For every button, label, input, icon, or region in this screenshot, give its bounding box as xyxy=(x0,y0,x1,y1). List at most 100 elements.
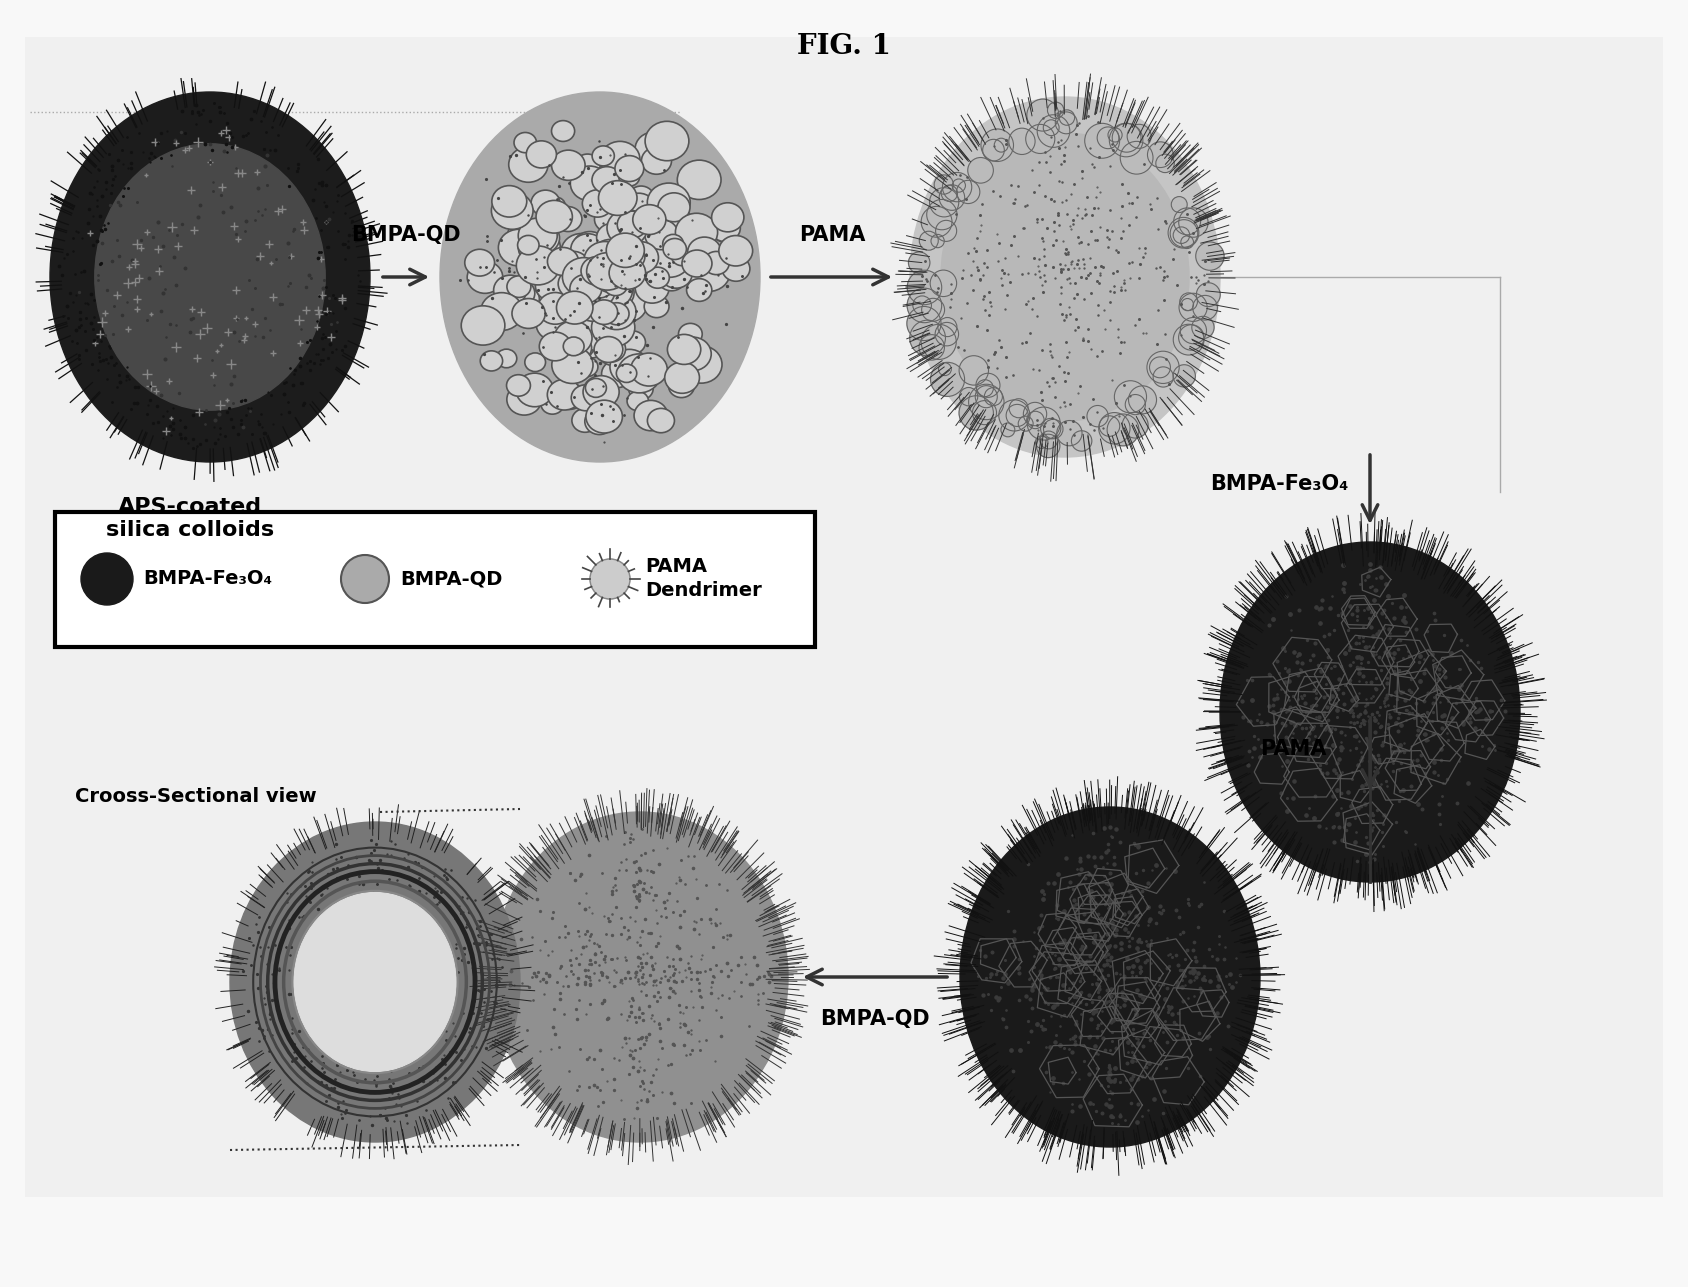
Circle shape xyxy=(1150,356,1170,378)
Circle shape xyxy=(1173,324,1204,355)
Ellipse shape xyxy=(506,384,542,416)
Circle shape xyxy=(932,234,944,247)
Circle shape xyxy=(976,380,994,396)
Ellipse shape xyxy=(633,205,665,234)
Circle shape xyxy=(1026,125,1055,153)
Text: PAMA: PAMA xyxy=(645,557,707,577)
Circle shape xyxy=(1107,127,1123,142)
Ellipse shape xyxy=(581,256,613,286)
Ellipse shape xyxy=(571,234,606,265)
Ellipse shape xyxy=(626,391,648,411)
Ellipse shape xyxy=(508,147,549,183)
Ellipse shape xyxy=(515,133,537,153)
Circle shape xyxy=(1048,102,1063,118)
Ellipse shape xyxy=(535,270,569,301)
Ellipse shape xyxy=(579,273,614,305)
Ellipse shape xyxy=(599,278,635,309)
Ellipse shape xyxy=(616,364,636,382)
Ellipse shape xyxy=(545,273,567,292)
Ellipse shape xyxy=(599,142,640,178)
Circle shape xyxy=(910,320,945,355)
Ellipse shape xyxy=(581,257,623,297)
Ellipse shape xyxy=(576,154,601,176)
Circle shape xyxy=(999,400,1030,431)
Ellipse shape xyxy=(537,309,571,340)
Ellipse shape xyxy=(505,279,535,306)
Ellipse shape xyxy=(491,185,527,218)
Ellipse shape xyxy=(579,275,608,300)
Ellipse shape xyxy=(95,144,326,411)
Circle shape xyxy=(1168,218,1198,248)
Ellipse shape xyxy=(592,256,635,293)
Circle shape xyxy=(1085,124,1119,158)
Circle shape xyxy=(906,288,942,323)
Ellipse shape xyxy=(567,284,608,320)
Ellipse shape xyxy=(645,295,668,318)
Ellipse shape xyxy=(687,252,731,291)
Ellipse shape xyxy=(230,822,520,1142)
Ellipse shape xyxy=(596,257,628,288)
Ellipse shape xyxy=(538,332,571,360)
Circle shape xyxy=(1009,129,1035,154)
Ellipse shape xyxy=(582,376,619,408)
Ellipse shape xyxy=(547,247,579,275)
Ellipse shape xyxy=(559,251,589,279)
Circle shape xyxy=(81,553,133,605)
Circle shape xyxy=(1197,283,1220,306)
Circle shape xyxy=(1006,404,1028,426)
Circle shape xyxy=(1156,154,1175,172)
Ellipse shape xyxy=(648,219,685,252)
Ellipse shape xyxy=(511,299,545,328)
Circle shape xyxy=(1195,242,1224,270)
Ellipse shape xyxy=(51,91,370,462)
Ellipse shape xyxy=(584,266,608,288)
Ellipse shape xyxy=(722,256,749,282)
Ellipse shape xyxy=(562,257,606,296)
Ellipse shape xyxy=(604,302,630,324)
Circle shape xyxy=(939,185,964,210)
Ellipse shape xyxy=(599,255,630,284)
Ellipse shape xyxy=(719,236,753,266)
Circle shape xyxy=(1043,120,1058,135)
Ellipse shape xyxy=(517,246,560,284)
Circle shape xyxy=(918,335,945,360)
Circle shape xyxy=(1072,431,1092,452)
Ellipse shape xyxy=(557,291,592,324)
Ellipse shape xyxy=(576,261,616,297)
Ellipse shape xyxy=(577,314,618,351)
Text: FIG. 1: FIG. 1 xyxy=(797,33,891,60)
Circle shape xyxy=(1126,395,1146,414)
Ellipse shape xyxy=(630,256,672,295)
Ellipse shape xyxy=(481,351,503,371)
Circle shape xyxy=(942,172,972,202)
Circle shape xyxy=(1192,317,1214,338)
Ellipse shape xyxy=(619,331,645,354)
Ellipse shape xyxy=(623,242,658,274)
Circle shape xyxy=(906,270,942,305)
Ellipse shape xyxy=(552,346,592,384)
Ellipse shape xyxy=(596,223,628,252)
Ellipse shape xyxy=(621,193,655,224)
Ellipse shape xyxy=(680,346,722,384)
Circle shape xyxy=(1121,142,1153,174)
Ellipse shape xyxy=(631,353,667,386)
Ellipse shape xyxy=(557,278,601,317)
Circle shape xyxy=(1170,220,1198,247)
Circle shape xyxy=(913,296,932,314)
Ellipse shape xyxy=(628,377,653,400)
Ellipse shape xyxy=(571,166,609,201)
Ellipse shape xyxy=(552,323,596,362)
Ellipse shape xyxy=(674,337,711,371)
Ellipse shape xyxy=(495,193,523,220)
Ellipse shape xyxy=(562,319,598,351)
Ellipse shape xyxy=(559,269,591,299)
Circle shape xyxy=(1036,434,1060,458)
Ellipse shape xyxy=(572,232,608,263)
Ellipse shape xyxy=(587,233,630,270)
Ellipse shape xyxy=(635,133,674,166)
Ellipse shape xyxy=(496,349,517,368)
Ellipse shape xyxy=(594,232,621,256)
Ellipse shape xyxy=(712,203,744,232)
Ellipse shape xyxy=(658,265,685,291)
Circle shape xyxy=(1153,367,1173,387)
